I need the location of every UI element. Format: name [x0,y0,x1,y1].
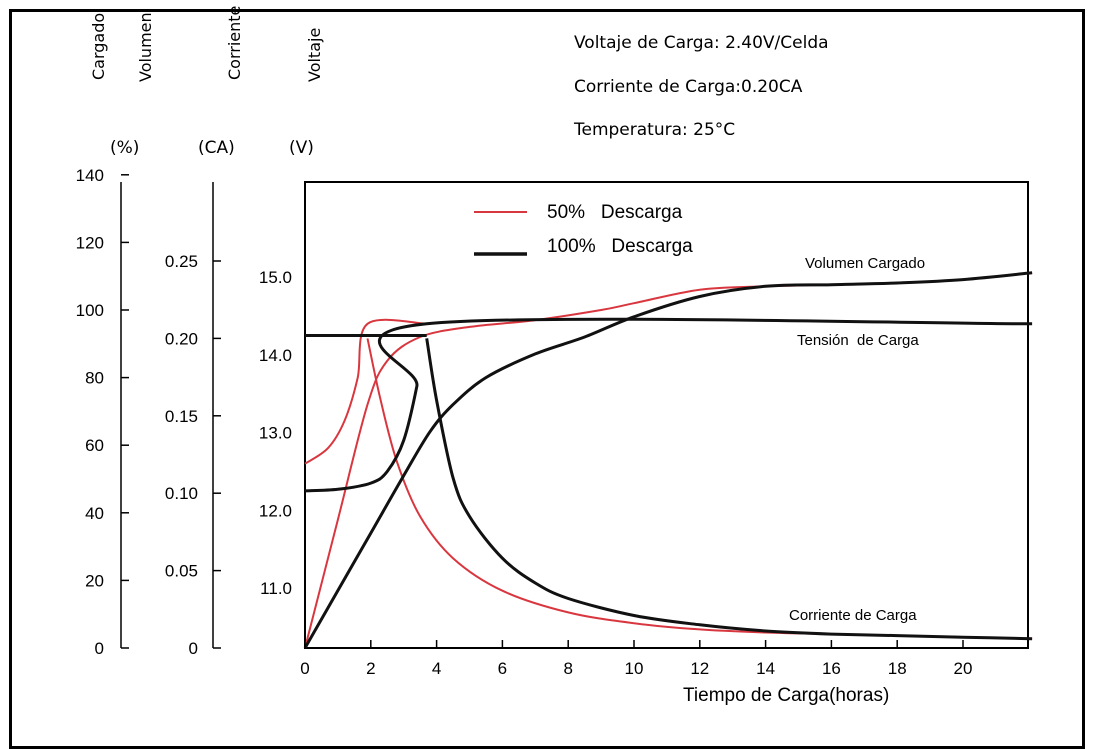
x-tick-label: 12 [690,659,709,678]
x-tick-label: 4 [432,659,441,678]
annotation-volume: Volumen Cargado [805,255,925,272]
series-layer [303,271,1033,649]
annotation-current: Corriente de Carga [789,607,917,624]
series-line-100pct-corriente-de-carga [425,338,1033,641]
tick-label-charged_percent: 60 [85,436,104,455]
series-line-50pct-tensión-de-carga [304,318,427,465]
tick-label-charged_percent: 120 [76,233,104,252]
tick-label-charged_percent: 0 [95,639,104,658]
x-tick-label: 10 [625,659,644,678]
tick-label-current_CA: 0.20 [165,329,198,348]
tick-label-voltage_V: 15.0 [259,268,292,287]
chart-frame [9,9,1085,749]
tick-label-current_CA: 0.05 [165,562,198,581]
series-line-100pct-tensión-de-carga [304,317,1033,493]
x-tick-label: 18 [888,659,907,678]
condition-current: Corriente de Carga:0.20CA [574,77,803,97]
tick-label-charged_percent: 20 [85,571,104,590]
series-line-100pct-volumen-cargado [303,271,1033,649]
x-tick-label: 6 [498,659,507,678]
series-line-50pct-corriente-de-carga [366,338,1033,640]
condition-voltage: Voltaje de Carga: 2.40V/Celda [574,33,829,53]
x-tick-label: 14 [756,659,775,678]
y-axes: 0 20 40 60 80 100 120 140 0 0.05 0.10 0.15 0.20 0.25 1… [76,166,292,658]
plot-area [304,181,1029,649]
axis-header-charged: Cargado [89,13,108,80]
x-tick-label: 8 [563,659,572,678]
axis-unit-ca: (CA) [198,138,235,158]
tick-label-voltage_V: 11.0 [260,579,292,598]
axis-unit-volt: (V) [289,138,314,158]
legend: 50% Descarga 100% Descarga [474,202,693,257]
x-tick-label: 16 [822,659,841,678]
legend-label-50: 50% Descarga [547,202,683,223]
legend-label-100: 100% Descarga [547,236,693,257]
tick-label-current_CA: 0.25 [165,252,198,271]
tick-label-voltage_V: 12.0 [259,501,292,520]
axis-header-current: Corriente [225,6,244,80]
tick-label-charged_percent: 100 [76,301,104,320]
tick-label-charged_percent: 140 [76,166,104,185]
tick-label-charged_percent: 40 [85,504,104,523]
condition-temperature: Temperatura: 25°C [573,120,735,140]
tick-label-charged_percent: 80 [85,369,104,388]
x-tick-label: 0 [300,659,309,678]
annotation-voltage: Tensión de Carga [797,332,919,349]
tick-label-current_CA: 0 [189,639,198,658]
x-axis-label: Tiempo de Carga(horas) [683,685,889,706]
x-tick-label: 2 [366,659,375,678]
chart-svg: Voltaje de Carga: 2.40V/Celda Corriente … [76,6,1033,706]
x-tick-label: 20 [954,659,973,678]
axis-header-volume: Volumen [136,12,155,82]
axis-unit-percent: (%) [110,138,139,158]
axis-header-voltage: Voltaje [305,28,324,82]
tick-label-voltage_V: 14.0 [259,346,292,365]
x-axis: 0 2 4 6 8 10 12 14 16 18 20 [300,640,972,678]
tick-label-current_CA: 0.15 [165,407,198,426]
tick-label-current_CA: 0.10 [165,484,198,503]
tick-label-voltage_V: 13.0 [259,424,292,443]
